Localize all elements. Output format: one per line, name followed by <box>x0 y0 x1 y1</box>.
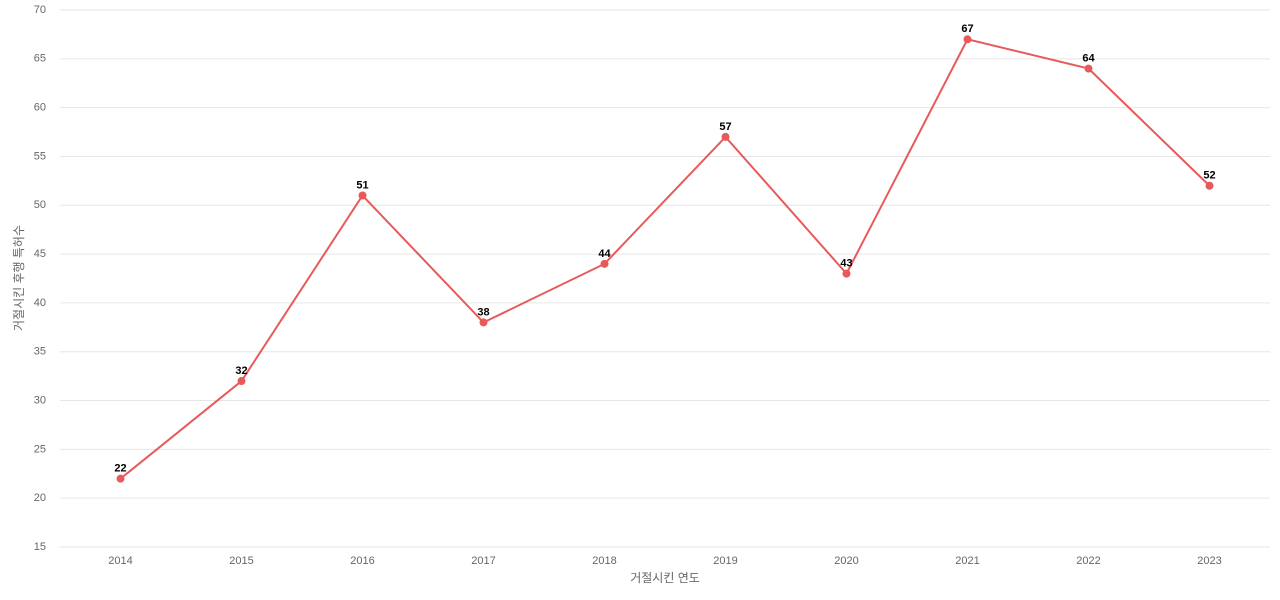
line <box>119 38 1211 480</box>
x-tick-label: 2021 <box>955 555 979 567</box>
y-tick-label: 60 <box>34 102 46 114</box>
data-label: 44 <box>598 248 611 260</box>
data-label: 57 <box>719 121 731 133</box>
y-tick-label: 35 <box>34 346 46 358</box>
x-tick-label: 2022 <box>1076 555 1100 567</box>
y-tick-label: 50 <box>34 199 46 211</box>
data-label: 67 <box>961 23 973 35</box>
data-label: 52 <box>1203 170 1215 182</box>
y-tick-label: 55 <box>34 150 46 162</box>
point <box>116 474 125 483</box>
data-label: 64 <box>1082 52 1095 64</box>
data-label: 38 <box>477 306 489 318</box>
x-tick-label: 2016 <box>350 555 374 567</box>
point <box>358 191 367 200</box>
x-tick-label: 2019 <box>713 555 737 567</box>
point <box>1205 181 1214 190</box>
y-tick-label: 40 <box>34 297 46 309</box>
y-tick-label: 15 <box>34 541 46 553</box>
point <box>842 269 851 278</box>
point <box>963 35 972 44</box>
point <box>237 377 246 386</box>
point <box>600 259 609 268</box>
y-axis-label: 거절시킨 후행 특허수 <box>11 225 26 331</box>
data-label: 32 <box>235 365 247 377</box>
x-axis-label: 거절시킨 연도 <box>630 571 700 585</box>
point <box>479 318 488 327</box>
x-tick-label: 2023 <box>1197 555 1221 567</box>
y-tick-label: 45 <box>34 248 46 260</box>
x-tick-label: 2014 <box>108 555 132 567</box>
x-tick-label: 2018 <box>592 555 616 567</box>
x-tick-label: 2015 <box>229 555 253 567</box>
data-label: 22 <box>114 463 126 475</box>
y-tick-label: 25 <box>34 443 46 455</box>
y-tick-label: 70 <box>34 4 46 16</box>
x-tick-label: 2020 <box>834 555 858 567</box>
data-label: 51 <box>356 179 368 191</box>
data-label: 43 <box>840 258 852 270</box>
point <box>721 132 730 141</box>
y-tick-label: 65 <box>34 53 46 65</box>
x-tick-label: 2017 <box>471 555 495 567</box>
y-tick-label: 20 <box>34 492 46 504</box>
y-tick-label: 30 <box>34 394 46 406</box>
point <box>1084 64 1093 73</box>
